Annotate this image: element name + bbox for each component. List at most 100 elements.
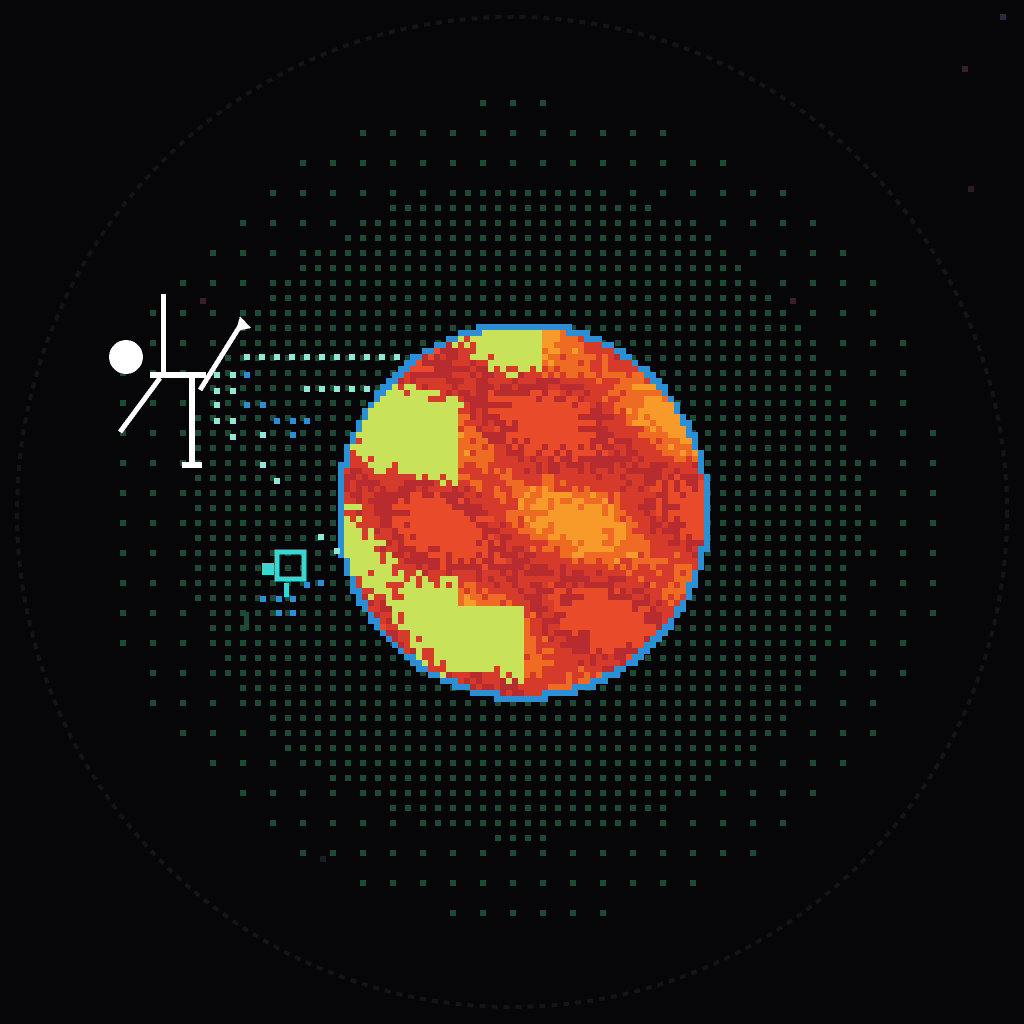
planet-pixel — [512, 426, 518, 432]
planet-pixel — [362, 576, 368, 582]
planet-pixel — [458, 360, 464, 366]
planet-pixel — [578, 594, 584, 600]
moon-satellite[interactable] — [262, 549, 307, 597]
planet-pixel — [434, 342, 440, 348]
planet-pixel — [476, 600, 482, 606]
halo-dot — [210, 490, 216, 496]
planet-pixel — [506, 378, 512, 384]
planet-pixel — [524, 630, 530, 636]
halo-dot — [285, 295, 291, 301]
planet-pixel — [656, 624, 662, 630]
planet-pixel — [524, 402, 530, 408]
halo-dot — [285, 460, 291, 466]
planet-pixel — [434, 348, 440, 354]
planet-pixel — [554, 426, 560, 432]
planet-pixel — [656, 444, 662, 450]
planet-pixel — [458, 486, 464, 492]
planet-pixel — [572, 432, 578, 438]
planet-pixel — [584, 546, 590, 552]
planet-pixel — [500, 360, 506, 366]
planet-pixel — [554, 690, 560, 696]
planet-pixel — [680, 582, 686, 588]
planet-pixel — [494, 348, 500, 354]
halo-dot — [375, 355, 381, 361]
planet-pixel — [482, 498, 488, 504]
halo-dot — [300, 250, 306, 256]
planet-pixel — [638, 408, 644, 414]
planet-pixel — [518, 474, 524, 480]
halo-dot — [795, 550, 801, 556]
halo-dot — [765, 310, 771, 316]
halo-dot — [720, 625, 726, 631]
halo-dot — [390, 655, 396, 661]
planet-pixel — [626, 492, 632, 498]
halo-dot — [150, 430, 156, 436]
planet-pixel — [410, 420, 416, 426]
planet-pixel — [668, 432, 674, 438]
planet-pixel — [494, 516, 500, 522]
halo-dot — [465, 325, 471, 331]
planet-pixel — [476, 510, 482, 516]
halo-dot — [615, 685, 621, 691]
planet-pixel — [542, 414, 548, 420]
planet-pixel — [512, 330, 518, 336]
planet-pixel — [446, 564, 452, 570]
planet-pixel — [482, 594, 488, 600]
planet-pixel — [692, 432, 698, 438]
planet-pixel — [368, 504, 374, 510]
planet-pixel — [482, 582, 488, 588]
planet-pixel — [620, 354, 626, 360]
planet-pixel — [434, 528, 440, 534]
halo-dot — [390, 310, 396, 316]
planet-pixel — [488, 582, 494, 588]
halo-dot — [630, 880, 636, 886]
planet-pixel — [428, 612, 434, 618]
planet-pixel — [362, 444, 368, 450]
planet-pixel — [362, 492, 368, 498]
planet-pixel — [428, 432, 434, 438]
halo-dot — [300, 310, 306, 316]
planet-pixel — [446, 366, 452, 372]
planet-pixel — [590, 564, 596, 570]
halo-dot — [765, 325, 771, 331]
planet-pixel — [578, 570, 584, 576]
planet-pixel — [494, 588, 500, 594]
planet-pixel — [548, 378, 554, 384]
probe-satellite[interactable] — [109, 294, 251, 468]
halo-dot — [345, 385, 351, 391]
halo-dot — [270, 490, 276, 496]
planet-pixel — [566, 654, 572, 660]
planet-pixel — [380, 450, 386, 456]
planet-pixel — [494, 456, 500, 462]
planet-pixel — [434, 510, 440, 516]
planet-pixel — [398, 516, 404, 522]
halo-dot — [375, 715, 381, 721]
star-dot — [968, 186, 974, 192]
beam-dot — [214, 372, 220, 378]
planet-pixel — [578, 438, 584, 444]
planet-pixel — [632, 372, 638, 378]
planet-pixel — [494, 402, 500, 408]
planet-pixel — [488, 474, 494, 480]
planet-pixel — [368, 414, 374, 420]
halo-dot — [390, 730, 396, 736]
planet-pixel — [488, 468, 494, 474]
planet-pixel — [560, 474, 566, 480]
planet-pixel — [494, 552, 500, 558]
halo-dot — [420, 850, 426, 856]
halo-dot — [750, 670, 756, 676]
planet-pixel — [494, 612, 500, 618]
halo-dot — [540, 760, 546, 766]
halo-dot — [450, 790, 456, 796]
planet-pixel — [560, 672, 566, 678]
planet-pixel — [530, 444, 536, 450]
planet-pixel — [698, 534, 704, 540]
halo-dot — [480, 850, 486, 856]
planet[interactable] — [338, 324, 710, 702]
planet-pixel — [560, 510, 566, 516]
planet-pixel — [452, 474, 458, 480]
planet-pixel — [536, 642, 542, 648]
halo-dot — [705, 325, 711, 331]
planet-pixel — [524, 426, 530, 432]
halo-dot — [270, 475, 276, 481]
